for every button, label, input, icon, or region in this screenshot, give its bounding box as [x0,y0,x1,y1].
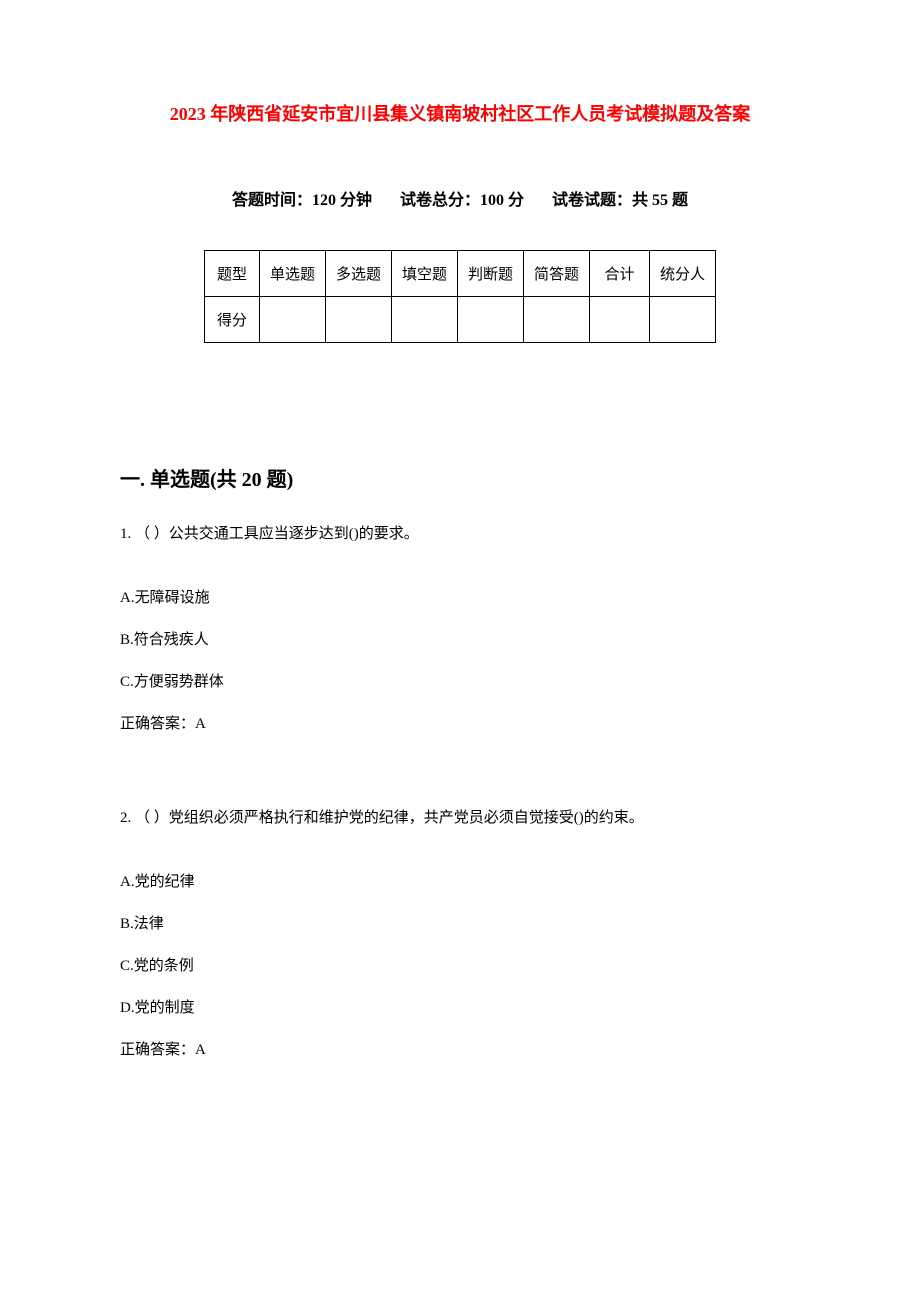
section-heading: 一. 单选题(共 20 题) [120,463,800,492]
question-number: 1. [120,526,131,542]
question-text: 1. （ ）公共交通工具应当逐步达到()的要求。 [120,522,800,546]
question-option: B.法律 [120,912,800,936]
table-empty-cell [325,297,391,343]
table-score-row: 得分 [204,297,715,343]
exam-total-score: 试卷总分：100 分 [400,192,524,209]
table-empty-cell [391,297,457,343]
question-block: 1. （ ）公共交通工具应当逐步达到()的要求。 A.无障碍设施 B.符合残疾人… [120,522,800,736]
table-empty-cell [259,297,325,343]
question-text: 2. （ ）党组织必须严格执行和维护党的纪律，共产党员必须自觉接受()的约束。 [120,806,800,830]
table-header-cell: 单选题 [259,251,325,297]
table-header-cell: 简答题 [524,251,590,297]
table-header-cell: 多选题 [325,251,391,297]
document-title: 2023 年陕西省延安市宜川县集义镇南坡村社区工作人员考试模拟题及答案 [120,100,800,126]
question-number: 2. [120,810,131,826]
question-option: B.符合残疾人 [120,628,800,652]
table-row-label: 得分 [204,297,259,343]
question-body: （ ）公共交通工具应当逐步达到()的要求。 [135,526,419,542]
table-empty-cell [650,297,716,343]
question-option: A.党的纪律 [120,870,800,894]
table-header-row: 题型 单选题 多选题 填空题 判断题 简答题 合计 统分人 [204,251,715,297]
question-answer: 正确答案：A [120,1038,800,1062]
table-header-cell: 合计 [590,251,650,297]
exam-info: 答题时间：120 分钟 试卷总分：100 分 试卷试题：共 55 题 [120,186,800,210]
question-option: A.无障碍设施 [120,586,800,610]
table-header-cell: 判断题 [458,251,524,297]
question-body: （ ）党组织必须严格执行和维护党的纪律，共产党员必须自觉接受()的约束。 [135,810,644,826]
table-header-cell: 统分人 [650,251,716,297]
exam-question-count: 试卷试题：共 55 题 [552,192,688,209]
table-empty-cell [458,297,524,343]
table-header-cell: 填空题 [391,251,457,297]
table-header-cell: 题型 [204,251,259,297]
question-option: D.党的制度 [120,996,800,1020]
table-empty-cell [590,297,650,343]
question-block: 2. （ ）党组织必须严格执行和维护党的纪律，共产党员必须自觉接受()的约束。 … [120,806,800,1062]
table-empty-cell [524,297,590,343]
question-option: C.党的条例 [120,954,800,978]
exam-time: 答题时间：120 分钟 [232,192,372,209]
question-answer: 正确答案：A [120,712,800,736]
question-option: C.方便弱势群体 [120,670,800,694]
score-table: 题型 单选题 多选题 填空题 判断题 简答题 合计 统分人 得分 [204,250,716,343]
